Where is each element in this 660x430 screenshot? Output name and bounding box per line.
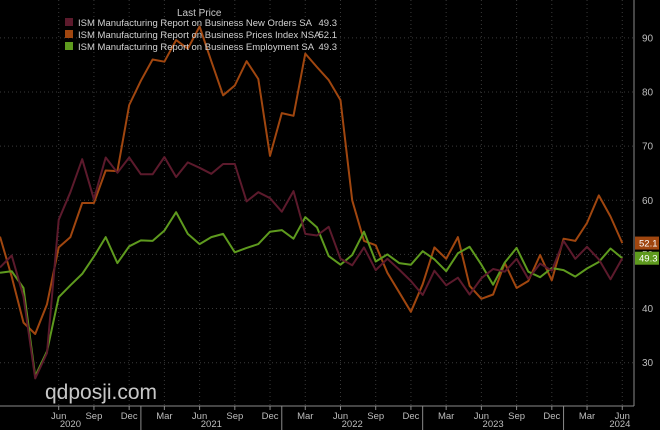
legend-value-prices: 52.1 xyxy=(319,30,338,41)
y-tick-label: 60 xyxy=(642,196,654,207)
legend-label-new-orders: ISM Manufacturing Report on Business New… xyxy=(78,18,313,29)
legend-swatch-new-orders xyxy=(65,18,73,26)
x-tick-label: Mar xyxy=(438,411,454,422)
x-tick-label: Jun xyxy=(192,411,207,422)
last-value-badge-ism-manufacturing-report-on-business-prices-index-nsa: 52.1 xyxy=(635,236,659,250)
legend-label-prices: ISM Manufacturing Report on Business Pri… xyxy=(78,30,321,41)
y-tick-label: 90 xyxy=(642,33,654,44)
y-tick-label: 40 xyxy=(642,304,654,315)
legend-value-employment: 49.3 xyxy=(319,42,338,53)
legend-entry-prices: ISM Manufacturing Report on Business Pri… xyxy=(65,30,337,41)
x-tick-label: Mar xyxy=(579,411,595,422)
x-tick-label: Sep xyxy=(508,411,525,422)
legend-entry-new-orders: ISM Manufacturing Report on Business New… xyxy=(65,18,337,29)
year-label: 2022 xyxy=(342,419,363,430)
legend: Last Price ISM Manufacturing Report on B… xyxy=(65,8,337,53)
year-label: 2020 xyxy=(60,419,81,430)
x-tick-label: Jun xyxy=(333,411,348,422)
badge-box xyxy=(635,251,659,265)
year-label: 2021 xyxy=(201,419,222,430)
legend-swatch-prices xyxy=(65,30,73,38)
last-value-badges: 52.1 49.3 xyxy=(635,236,659,265)
x-tick-label: Dec xyxy=(121,411,138,422)
x-tick-label: Jun xyxy=(51,411,66,422)
year-label: 2024 xyxy=(609,419,630,430)
series-line-ism-manufacturing-report-on-business-prices-index-nsa xyxy=(0,25,624,335)
y-tick-label: 80 xyxy=(642,88,654,99)
series-line-ism-manufacturing-report-on-business-employment-sa xyxy=(0,211,623,378)
x-tick-label: Sep xyxy=(85,411,102,422)
x-tick-label: Sep xyxy=(367,411,384,422)
x-tick-label: Mar xyxy=(156,411,172,422)
x-tick-label: Mar xyxy=(297,411,313,422)
legend-label-employment: ISM Manufacturing Report on Business Emp… xyxy=(78,42,315,53)
last-value-badge-ism-manufacturing-report-on-business-employment-sa: 49.3 xyxy=(635,251,659,265)
y-tick-label: 70 xyxy=(642,142,654,153)
legend-swatch-employment xyxy=(65,42,73,50)
grid-lines xyxy=(0,0,634,406)
badge-value: 52.1 xyxy=(639,239,658,250)
legend-entry-employment: ISM Manufacturing Report on Business Emp… xyxy=(65,42,337,53)
legend-header: Last Price xyxy=(177,8,222,19)
y-tick-label: 30 xyxy=(642,358,654,369)
x-tick-label: Dec xyxy=(543,411,560,422)
badge-value: 49.3 xyxy=(639,254,658,265)
x-tick-label: Dec xyxy=(262,411,279,422)
x-tick-label: Jun xyxy=(474,411,489,422)
series-lines xyxy=(0,25,624,380)
x-tick-label: Dec xyxy=(402,411,419,422)
x-tick-label: Sep xyxy=(226,411,243,422)
watermark: qdposji.com xyxy=(45,381,157,404)
legend-value-new-orders: 49.3 xyxy=(319,18,338,29)
series-line-ism-manufacturing-report-on-business-new-orders-sa xyxy=(0,156,624,380)
year-label: 2023 xyxy=(483,419,504,430)
badge-box xyxy=(635,236,659,250)
x-tick-label: Jun xyxy=(615,411,630,422)
